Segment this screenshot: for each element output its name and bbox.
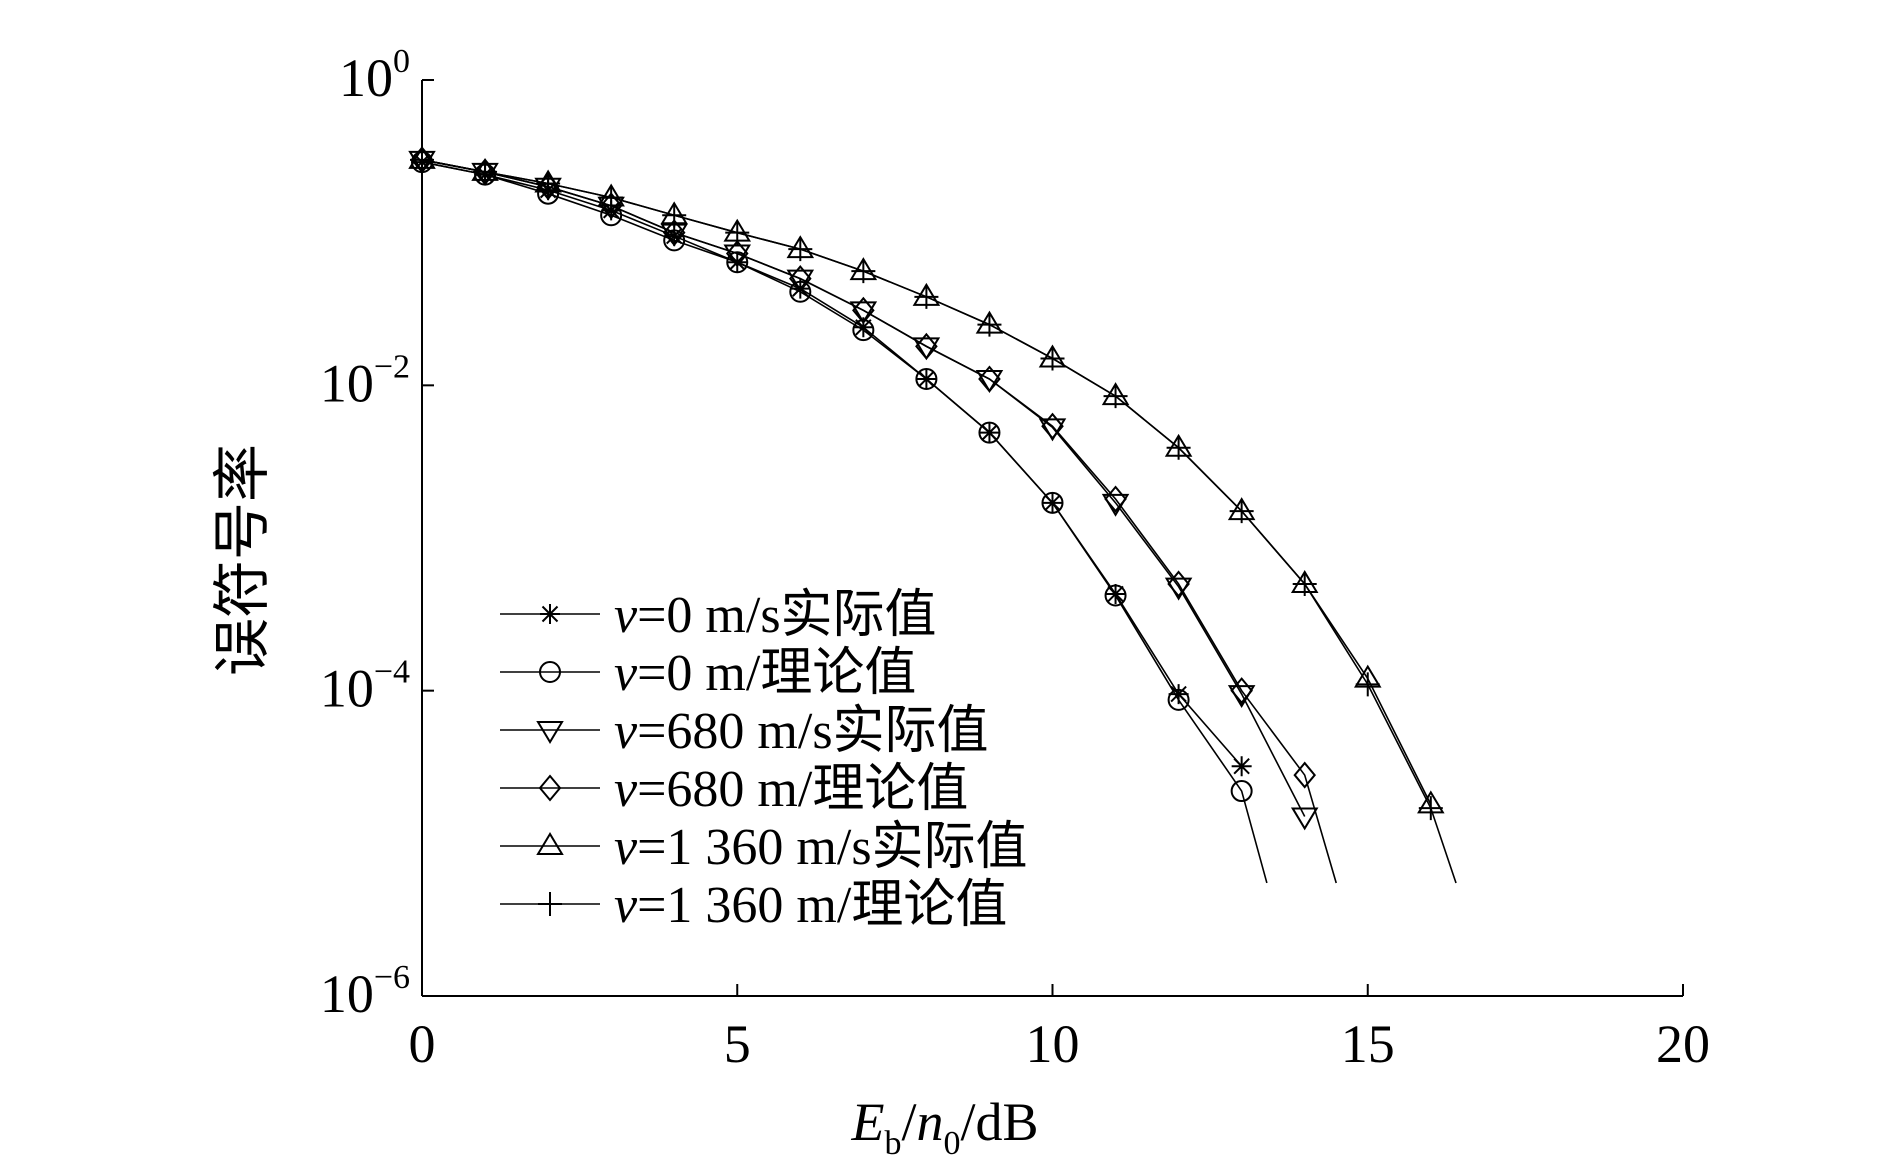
legend-item: v=0 m/s实际值 — [500, 587, 937, 644]
legend-label: v=1 360 m/s实际值 — [614, 819, 1028, 876]
series-line — [421, 159, 1337, 884]
data-point-plus — [1229, 499, 1254, 524]
data-point-diamond — [1293, 761, 1317, 789]
data-point-diamond — [1104, 485, 1127, 513]
data-point-star — [664, 226, 685, 247]
data-point-plus — [788, 237, 813, 262]
data-point-plus — [851, 259, 876, 284]
legend-marker-tri-down — [536, 721, 564, 744]
data-point-diamond — [852, 296, 875, 324]
data-point-circle — [1104, 584, 1127, 607]
legend-item: v=680 m/s实际值 — [500, 703, 989, 760]
data-point-plus — [1166, 435, 1191, 460]
legend-label: v=0 m/s实际值 — [614, 587, 937, 644]
data-point-plus — [599, 185, 624, 210]
y-axis-label: 误符号率 — [208, 444, 276, 676]
data-point-diamond — [788, 265, 812, 293]
data-point-circle — [789, 280, 812, 303]
data-point-circle — [726, 251, 749, 274]
data-point-diamond — [1041, 412, 1064, 440]
data-point-tri-down — [912, 337, 941, 361]
data-point-star — [1105, 583, 1126, 604]
data-point-circle — [1167, 688, 1190, 711]
data-point-circle — [852, 319, 875, 342]
data-point-diamond — [1167, 570, 1190, 598]
series-line — [421, 161, 1268, 884]
x-tick-label: 5 — [724, 1014, 751, 1074]
data-point-star — [853, 317, 874, 338]
data-point-tri-down — [975, 370, 1004, 393]
legend-label: v=0 m/理论值 — [614, 645, 916, 702]
data-point-tri-down — [1290, 807, 1319, 831]
data-point-diamond — [1230, 677, 1253, 705]
data-point-circle — [1041, 491, 1064, 514]
series-line — [421, 159, 1457, 884]
legend-marker-circle — [539, 661, 561, 683]
axes: 0 5 10 15 20 100 10−2 10−4 10−6 — [320, 43, 1710, 1074]
data-point-circle — [915, 368, 938, 391]
x-tick-label: 0 — [409, 1014, 436, 1074]
series-6 — [410, 147, 1457, 884]
data-point-star — [601, 200, 622, 221]
data-point-plus — [977, 312, 1002, 337]
data-point-tri-down — [786, 269, 815, 293]
data-point-diamond — [915, 332, 938, 360]
legend-item: v=680 m/理论值 — [500, 761, 968, 818]
legend-label: v=680 m/s实际值 — [614, 703, 989, 760]
data-point-diamond — [725, 239, 749, 268]
x-tick-label: 10 — [1026, 1014, 1080, 1074]
data-point-plus — [1103, 384, 1128, 409]
data-point-plus — [1040, 346, 1065, 371]
data-point-diamond — [662, 219, 686, 247]
x-axis-label: Eb/n0/dB — [850, 1092, 1038, 1158]
legend-label: v=1 360 m/理论值 — [614, 877, 1007, 934]
data-point-plus — [410, 147, 434, 172]
data-point-plus — [536, 171, 561, 196]
legend-marker-tri-up — [536, 832, 564, 855]
series-layer — [408, 145, 1457, 884]
data-point-star — [1231, 756, 1252, 777]
data-point-circle — [663, 229, 686, 252]
legend-marker-plus — [538, 892, 562, 916]
y-tick-label: 10−4 — [320, 654, 410, 719]
data-point-star — [1168, 684, 1189, 705]
x-tick-label: 15 — [1341, 1014, 1395, 1074]
data-point-tri-down — [849, 301, 878, 325]
data-point-plus — [1355, 672, 1380, 697]
data-point-diamond — [599, 192, 623, 220]
legend-item: v=0 m/理论值 — [500, 645, 916, 702]
data-point-plus — [662, 203, 687, 228]
data-point-plus — [1292, 571, 1317, 596]
legend-marker-diamond — [538, 774, 562, 802]
x-tick-label: 20 — [1656, 1014, 1710, 1074]
legend-item: v=1 360 m/理论值 — [500, 877, 1007, 934]
data-point-plus — [725, 220, 750, 245]
legend-label: v=680 m/理论值 — [614, 761, 968, 818]
y-tick-label: 10−6 — [320, 959, 410, 1024]
legend-item: v=1 360 m/s实际值 — [500, 819, 1028, 876]
data-point-circle — [978, 421, 1001, 444]
y-tick-label: 100 — [339, 43, 410, 108]
y-tick-label: 10−2 — [320, 348, 410, 413]
legend-marker-star — [540, 604, 560, 624]
data-point-plus — [1418, 796, 1443, 821]
data-point-star — [790, 278, 811, 299]
data-point-plus — [914, 284, 939, 309]
data-point-diamond — [978, 365, 1001, 393]
data-point-plus — [473, 159, 498, 184]
data-point-circle — [1230, 780, 1253, 803]
